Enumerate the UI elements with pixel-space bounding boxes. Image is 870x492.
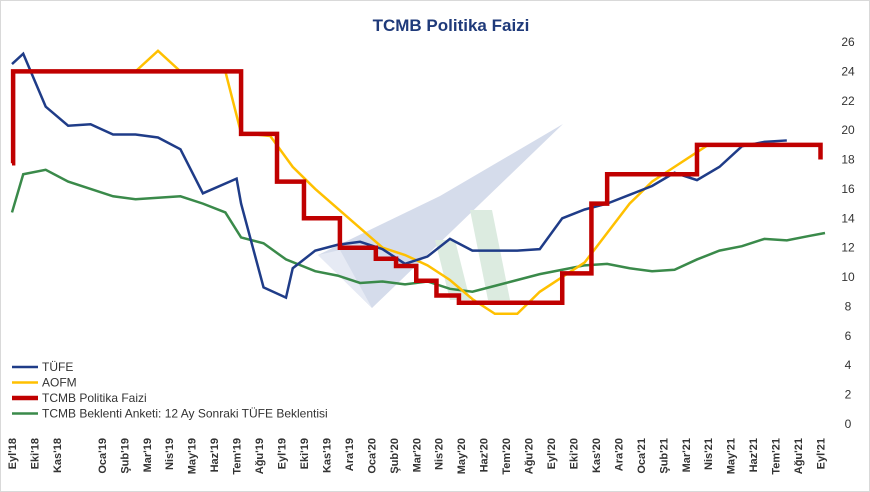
y-tick-label: 16 — [841, 182, 855, 196]
x-tick-label: Ağu'20 — [524, 438, 536, 474]
x-tick-label: Eyl'19 — [277, 438, 289, 469]
x-tick-label: Mar'20 — [411, 438, 423, 472]
x-tick-label: Mar'19 — [142, 438, 154, 472]
legend-label: TCMB Beklenti Anketi: 12 Ay Sonraki TÜFE… — [42, 407, 328, 421]
x-tick-label: Kas'20 — [591, 438, 603, 473]
x-tick-label: Tem'20 — [501, 438, 513, 475]
x-tick-label: Tem'19 — [232, 438, 244, 475]
x-tick-label: Eki'18 — [29, 438, 41, 469]
x-tick-label: Nis'21 — [703, 438, 715, 470]
y-tick-label: 4 — [845, 358, 852, 372]
x-tick-label: Eyl'18 — [7, 438, 19, 469]
x-tick-label: Şub'19 — [119, 438, 131, 474]
y-tick-label: 8 — [845, 299, 852, 313]
x-tick-label: Oca'20 — [366, 438, 378, 474]
x-tick-label: Eyl'20 — [546, 438, 558, 469]
legend-label: TCMB Politika Faizi — [42, 391, 147, 405]
x-tick-label: Tem'21 — [771, 438, 783, 475]
x-tick-label: Eki'20 — [568, 438, 580, 469]
x-tick-label: May'19 — [187, 438, 199, 474]
x-tick-label: Eyl'21 — [816, 438, 828, 469]
x-tick-label: Şub'21 — [658, 438, 670, 474]
y-tick-label: 20 — [841, 123, 855, 137]
x-tick-label: Ara'19 — [344, 438, 356, 471]
x-tick-label: Kas'18 — [52, 438, 64, 473]
y-tick-label: 6 — [845, 329, 852, 343]
x-tick-label: Kas'19 — [321, 438, 333, 473]
x-tick-label: Oca'19 — [97, 438, 109, 474]
x-tick-label: May'21 — [726, 438, 738, 474]
y-tick-label: 10 — [841, 270, 855, 284]
x-tick-label: Ağu'21 — [793, 438, 805, 474]
y-tick-label: 14 — [841, 211, 855, 225]
x-tick-label: Oca'21 — [636, 438, 648, 474]
x-tick-label: Şub'20 — [389, 438, 401, 474]
x-tick-label: Haz'20 — [479, 438, 491, 472]
series-layer — [10, 49, 826, 316]
x-tick-label: Haz'21 — [748, 438, 760, 472]
x-axis: Eyl'18 Eki'18 Kas'18 Oca'19 Şub'19 Mar'19 Nis'… — [7, 438, 828, 475]
x-tick-label: Ağu'19 — [254, 438, 266, 474]
x-tick-label: Haz'19 — [209, 438, 221, 472]
series-line-2 — [10, 69, 823, 306]
x-tick-label: Ara'20 — [613, 438, 625, 471]
y-tick-label: 26 — [841, 35, 855, 49]
y-tick-label: 22 — [841, 94, 855, 108]
chart-title: TCMB Politika Faizi — [373, 16, 530, 35]
y-tick-label: 12 — [841, 241, 855, 255]
x-tick-label: Nis'20 — [434, 438, 446, 470]
y-tick-label: 2 — [845, 388, 852, 402]
x-tick-label: Nis'19 — [164, 438, 176, 470]
y-tick-label: 0 — [845, 417, 852, 431]
y-tick-label: 18 — [841, 153, 855, 167]
x-tick-label: May'20 — [456, 438, 468, 474]
y-tick-label: 24 — [841, 64, 855, 78]
x-tick-label: Eki'19 — [299, 438, 311, 469]
legend-label: TÜFE — [42, 360, 73, 374]
series-line-0 — [11, 51, 787, 300]
x-tick-label: Mar'21 — [681, 438, 693, 472]
legend-label: AOFM — [42, 376, 77, 390]
